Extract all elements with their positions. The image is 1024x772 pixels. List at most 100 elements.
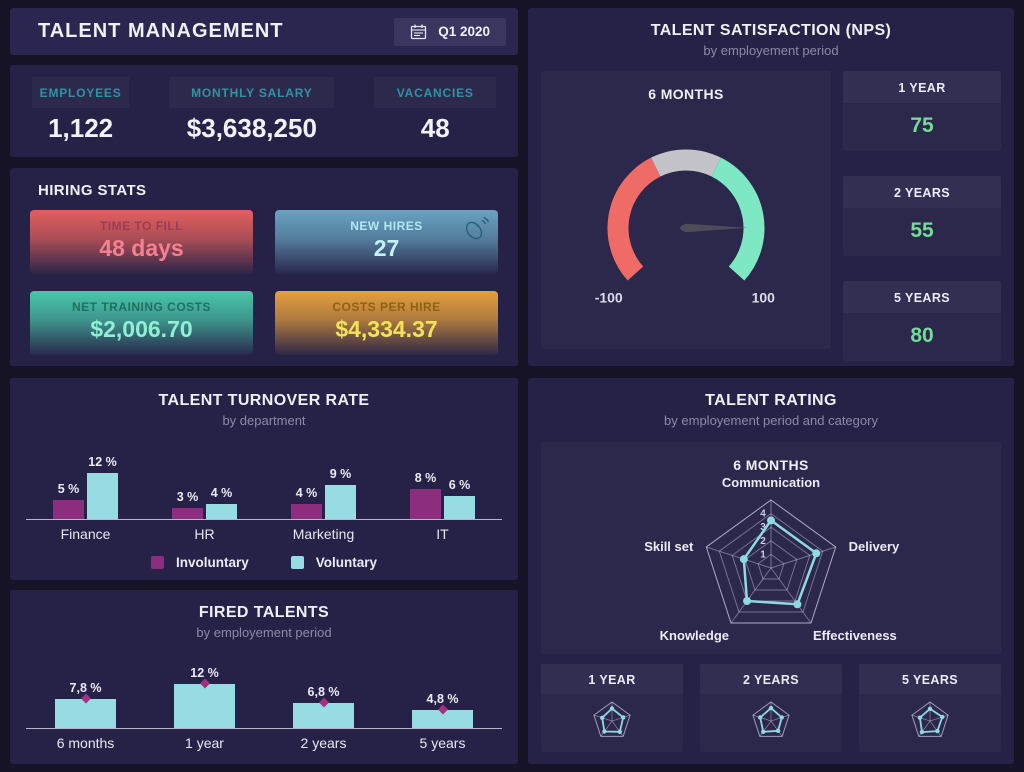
category-label: 5 years [419,735,466,751]
radar-point[interactable] [743,597,752,606]
bar-6-months[interactable] [55,693,116,728]
bar-marketing-involuntary[interactable] [291,503,322,519]
mini-radar-series [601,707,625,733]
rating-radar-tile: 6 MONTHS 1 2 3 4 Communication Delivery Effect… [541,442,1001,654]
mini-radar-point [775,728,781,733]
category-cell: Marketing [264,526,383,542]
bar-finance-voluntary[interactable] [87,473,118,519]
nps-card-label: 1 YEAR [843,71,1001,103]
bar-it-involuntary[interactable] [410,488,441,519]
turnover-title: TALENT TURNOVER RATE [158,392,370,409]
fired-subtitle: by employement period [196,625,332,640]
bar-1-year[interactable] [174,678,235,728]
kpi-label: EMPLOYEES [32,77,129,108]
stat-card-label: NEW HIRES [350,219,423,233]
kpi-value: $3,638,250 [186,113,317,143]
period-selector[interactable]: Q1 2020 [394,17,506,46]
bar-group-it: 8 % 6 % [410,471,475,519]
rating-card-5-years: 5 YEARS [859,664,1001,752]
nps-card-value: 80 [910,324,934,347]
marker-diamond [318,697,329,708]
bar-value-label: 12 % [88,455,117,470]
bar-value-label: 4 % [210,485,233,500]
turnover-chart: 5 % 12 % 3 % 4 % 4 % 9 % 8 % 6 % [26,455,502,520]
stat-card-label: TIME TO FILL [99,219,184,233]
fired-title: FIRED TALENTS [198,604,330,621]
radar-point[interactable] [793,600,802,609]
stat-card-value: 27 [373,235,400,261]
radar-point[interactable] [812,549,821,558]
hiring-stats-panel: HIRING STATS TIME TO FILL 48 days [10,168,518,366]
bar-group-cell: 3 % 4 % [145,486,264,519]
mini-radar-point [761,729,766,734]
kpi-tile-monthly-salary: MONTHLY SALARY $3,638,250 [169,77,334,145]
nps-gauge: -100 100 [595,149,776,306]
turnover-legend: Involuntary Voluntary [26,555,502,570]
radar-axis-label: Knowledge [660,628,729,643]
radar-axis-label: Skill set [644,539,694,554]
stat-card-costs-per-hire: COSTS PER HIRE $4,334.37 [275,291,498,355]
mini-radar-point [758,715,763,720]
bar-5-years[interactable] [412,704,473,728]
category-cell: Finance [26,526,145,542]
mini-radar-point [602,729,607,734]
rating-card-label: 5 YEARS [859,664,1001,694]
nps-card-label: 5 YEARS [843,281,1001,313]
kpi-tile-vacancies: VACANCIES 48 [374,77,496,145]
radar-scale-label: 3 [760,522,766,533]
radar-scale-label: 2 [760,536,766,547]
bar-group-cell: 8 % 6 % [383,471,502,519]
mini-radar-icon [911,701,949,737]
legend-label: Voluntary [315,555,378,570]
stat-card-value: $4,334.37 [335,316,438,342]
bar-finance-involuntary[interactable] [53,500,84,519]
mini-radar-spoke [611,720,624,737]
radar-ring [744,540,798,591]
bar-value-label: 8 % [414,470,437,485]
radar-point[interactable] [739,555,748,564]
mini-radar-spoke [600,720,613,737]
category-cell: HR [145,526,264,542]
radar-ring [705,499,837,624]
bar-2-years[interactable] [293,697,354,728]
marker-diamond [437,704,448,715]
bar-hr-involuntary[interactable] [172,507,203,519]
bar-marketing-voluntary[interactable] [325,484,356,519]
category-cell: 5 years [383,735,502,751]
mini-radar-point [917,715,923,720]
nps-card-1-year: 1 YEAR 75 [843,71,1001,151]
bar-hr-voluntary[interactable] [206,503,237,519]
radar-point[interactable] [767,516,775,525]
kpi-label: VACANCIES [374,77,496,108]
kpi-tile-employees: EMPLOYEES 1,122 [32,77,129,145]
right-column: TALENT SATISFACTION (NPS) by employement… [528,8,1014,764]
rating-subtitle: by employement period and category [664,413,878,428]
radar-ring [718,512,824,613]
bar-wrap: 12 % [174,666,235,728]
bar-cell: 12 % [145,666,264,728]
mini-radar-series [918,707,944,733]
mini-radar-spoke [770,720,783,737]
mini-radar-ring [752,701,790,737]
fired-categories: 6 months 1 year 2 years 5 years [26,729,502,751]
radar-spoke [706,546,772,569]
bar-wrap: 4 % [206,486,237,519]
fired-chart: 7,8 % 12 % 6,8 % 4,8 % [26,666,502,729]
category-cell: 6 months [26,735,145,751]
period-label: Q1 2020 [438,24,490,39]
gauge-zone [651,149,721,177]
bar-value-label: 7,8 % [69,681,102,696]
hiring-stats-title: HIRING STATS [38,182,147,199]
mini-radar-point [617,729,622,734]
gauge-axis-label: 100 [752,290,776,306]
bar-it-voluntary[interactable] [444,496,475,519]
marker-diamond [80,693,91,704]
legend-label: Involuntary [175,555,249,570]
radar-series-6-months[interactable] [742,519,818,606]
bar-wrap: 4,8 % [412,692,473,728]
fired-talents-panel: FIRED TALENTS by employement period 7,8 … [10,590,518,764]
gauge-period-label: 6 MONTHS [648,86,724,102]
legend-item-voluntary[interactable]: Voluntary [290,555,378,570]
legend-item-involuntary[interactable]: Involuntary [150,555,249,570]
legend-swatch [290,556,304,569]
